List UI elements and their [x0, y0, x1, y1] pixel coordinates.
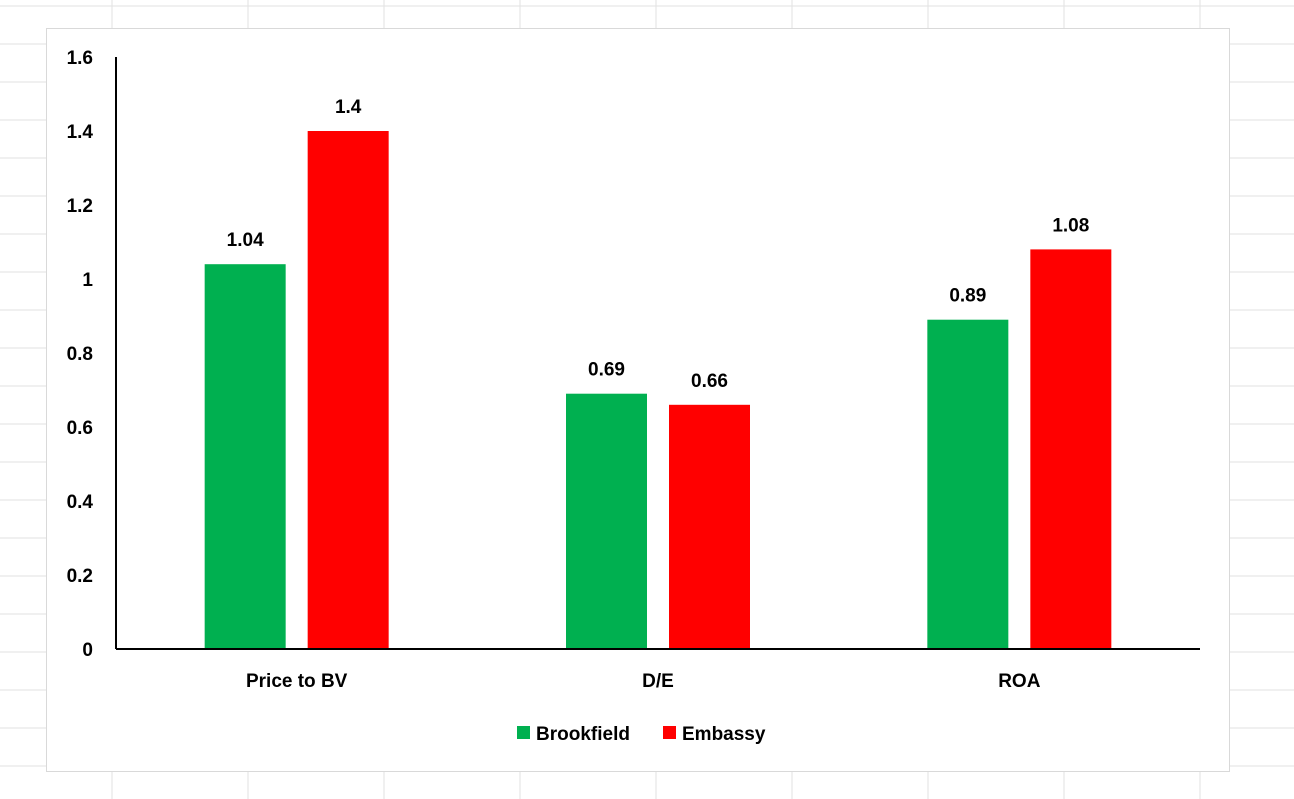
data-label: 0.89: [949, 286, 986, 307]
legend-swatch: [663, 726, 676, 739]
data-label: 1.04: [227, 230, 264, 251]
bar-embassy-1[interactable]: [669, 404, 750, 649]
legend-swatch: [517, 726, 530, 739]
x-category-label: D/E: [642, 671, 674, 692]
y-tick-label: 1.6: [67, 48, 93, 69]
x-axis-category-labels: Price to BV D/E ROA: [246, 671, 1041, 692]
x-category-label: ROA: [998, 671, 1041, 692]
data-label: 1.4: [335, 97, 362, 118]
data-label: 1.08: [1052, 215, 1089, 236]
y-tick-label: 1.2: [67, 196, 93, 217]
data-labels: 1.04 1.4 0.69 0.66 0.89 1.08: [227, 97, 1090, 392]
legend: Brookfield Embassy: [517, 724, 766, 745]
bar-embassy-2[interactable]: [1030, 249, 1112, 649]
bar-brookfield-1[interactable]: [566, 393, 647, 649]
bar-brookfield-0[interactable]: [204, 264, 286, 649]
y-tick-label: 0.6: [67, 418, 93, 439]
y-tick-label: 1: [82, 270, 93, 291]
legend-label: Embassy: [682, 724, 766, 745]
data-label: 0.66: [691, 371, 728, 392]
y-tick-label: 0.4: [67, 492, 94, 513]
y-tick-label: 0.8: [67, 344, 93, 365]
y-tick-label: 1.4: [67, 122, 94, 143]
legend-label: Brookfield: [536, 724, 630, 745]
data-label: 0.69: [588, 360, 625, 381]
bar-series: [204, 131, 1112, 649]
y-tick-label: 0.2: [67, 566, 93, 587]
bar-embassy-0[interactable]: [307, 131, 389, 649]
legend-item-brookfield[interactable]: Brookfield: [517, 724, 630, 745]
x-category-label: Price to BV: [246, 671, 348, 692]
y-axis-tick-labels: 0 0.2 0.4 0.6 0.8 1 1.2 1.4 1.6: [67, 48, 94, 661]
y-tick-label: 0: [82, 640, 93, 661]
bar-brookfield-2[interactable]: [927, 319, 1009, 649]
legend-item-embassy[interactable]: Embassy: [663, 724, 766, 745]
